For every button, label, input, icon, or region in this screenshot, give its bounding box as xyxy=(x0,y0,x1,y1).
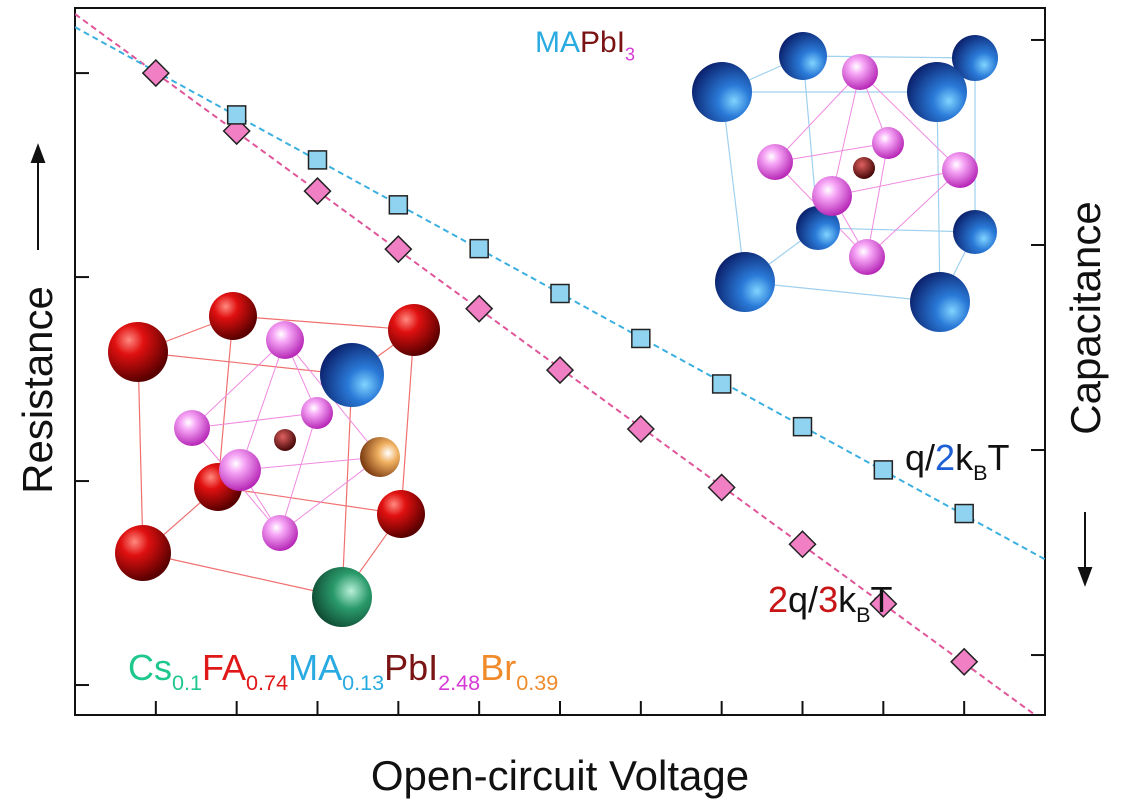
atoms xyxy=(108,292,440,627)
diamond-marker xyxy=(709,474,735,500)
diamond-marker xyxy=(385,236,411,262)
annotation-part: PbI xyxy=(580,26,625,59)
annotation: Cs0.1FA0.74MA0.13PbI2.48Br0.39 xyxy=(128,647,558,695)
annotation-part: Br xyxy=(480,647,516,688)
annotation-part: 0.1 xyxy=(172,670,202,695)
annotation: q/2kBT xyxy=(905,437,1009,485)
annotation: MAPbI3 xyxy=(535,26,635,64)
annotation-part: B xyxy=(856,602,870,627)
annotation: 2q/3kBT xyxy=(768,579,893,627)
atoms xyxy=(692,32,998,332)
annotation-part: FA xyxy=(202,647,246,688)
square-marker xyxy=(309,151,327,169)
annotation-part: 2 xyxy=(768,579,788,620)
annotation-part: 3 xyxy=(625,44,635,64)
diamond-marker xyxy=(547,357,573,383)
annotation-part: PbI xyxy=(384,647,438,688)
annotation-part: q/ xyxy=(905,437,935,478)
chart: Open-circuit Voltage Resistance Capacita… xyxy=(0,0,1124,802)
annotation-part: B xyxy=(973,460,987,485)
square-marker xyxy=(955,505,973,523)
y2-arrow xyxy=(1079,512,1091,584)
y2-axis-label: Capacitance xyxy=(1062,201,1109,434)
square-marker xyxy=(632,329,650,347)
annotation-part: 2 xyxy=(935,437,955,478)
square-marker xyxy=(389,196,407,214)
diamond-marker xyxy=(628,416,654,442)
diamond-marker xyxy=(143,60,169,86)
diamond-marker xyxy=(466,296,492,322)
annotation-part: MA xyxy=(288,647,342,688)
annotation-part: k xyxy=(955,437,974,478)
annotation-part: q/ xyxy=(788,579,818,620)
y-axis-label: Resistance xyxy=(14,286,61,494)
square-marker xyxy=(794,418,812,436)
annotation-part: T xyxy=(987,437,1009,478)
square-marker xyxy=(228,106,246,124)
annotation-part: Cs xyxy=(128,647,172,688)
annotation-part: 0.39 xyxy=(516,670,558,695)
diamond-marker xyxy=(790,531,816,557)
annotation-part: 2.48 xyxy=(438,670,480,695)
annotation-part: 0.74 xyxy=(246,670,288,695)
square-marker xyxy=(874,461,892,479)
square-marker xyxy=(470,240,488,258)
annotation-part: 3 xyxy=(818,579,838,620)
annotation-part: 0.13 xyxy=(342,670,384,695)
square-marker xyxy=(713,375,731,393)
diamond-marker xyxy=(305,178,331,204)
annotation-part: k xyxy=(838,579,857,620)
square-marker xyxy=(551,284,569,302)
x-axis-label: Open-circuit Voltage xyxy=(371,752,749,799)
annotation-part: T xyxy=(871,579,893,620)
annotation-part: MA xyxy=(535,26,580,59)
y-arrow xyxy=(32,146,44,250)
